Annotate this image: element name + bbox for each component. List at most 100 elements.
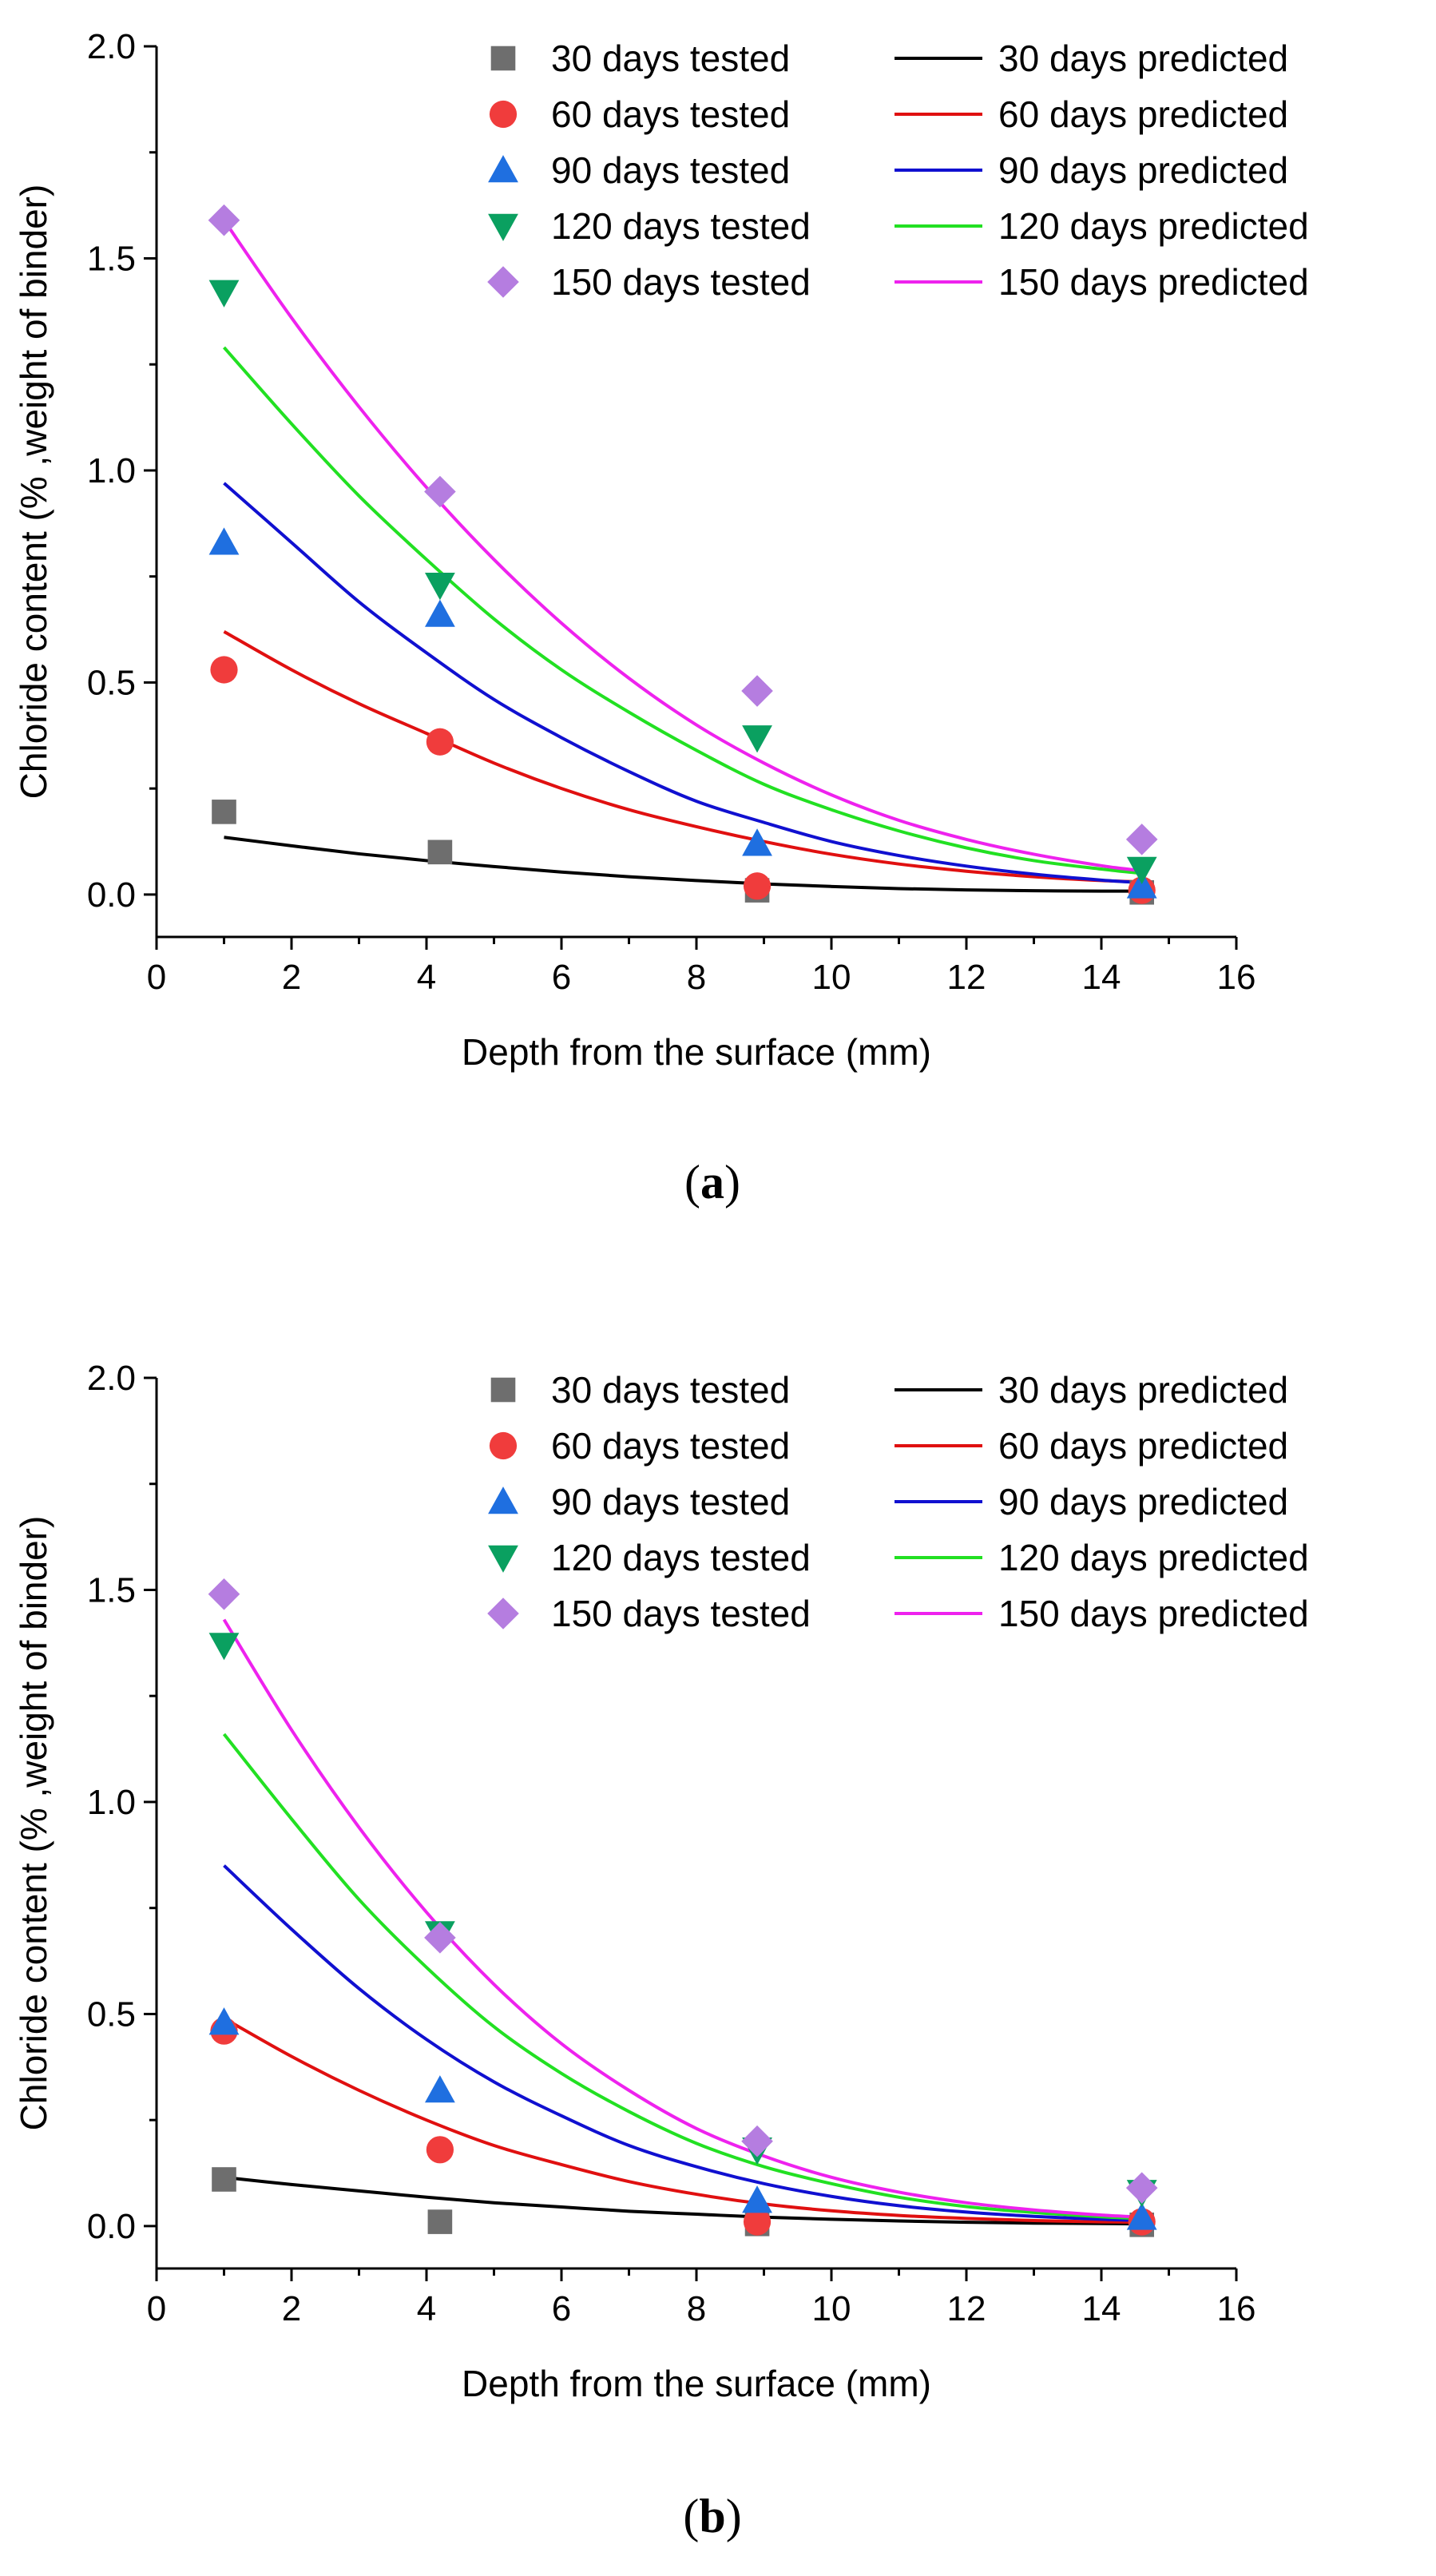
chart-b-panel-label: (b) (683, 2490, 741, 2542)
chart-b-tested-point-1-1 (426, 2136, 454, 2164)
chart-b-predicted-line-1 (223, 2016, 1142, 2225)
chart-a-legend-predicted-label-1: 60 days predicted (998, 93, 1288, 135)
chart-b-y-tick-label-0: 0.0 (87, 2207, 136, 2246)
chart-b-tested-point-1-2 (743, 2208, 772, 2236)
chart-b-x-tick-label-3: 6 (552, 2289, 571, 2328)
chart-b-y-tick-label-3: 1.5 (87, 1570, 136, 1610)
chart-a-y-axis-title: Chloride content (% ,weight of binder) (13, 185, 54, 800)
chart-a-tested-point-4-0 (208, 204, 240, 236)
chart-b-predicted-line-3 (222, 1733, 1142, 2221)
chart-b-legend-tested-label-1: 60 days tested (551, 1425, 790, 1467)
chart-b-tested-point-4-3 (1125, 2172, 1158, 2204)
chart-b-legend-predicted-label-1: 60 days predicted (998, 1425, 1288, 1467)
chart-b-tested-point-2-2 (742, 2185, 772, 2213)
chart-a-legend-tested-label-1: 60 days tested (551, 93, 790, 135)
chart-b-legend-predicted-label-0: 30 days predicted (998, 1369, 1288, 1411)
chart-a-legend-marker-0 (490, 46, 516, 71)
chart-b-tested-point-2-3 (1126, 2202, 1157, 2230)
chart-b-x-tick-label-4: 8 (687, 2289, 706, 2328)
chart-b-predicted-line-0 (224, 2175, 1142, 2226)
chart-a-x-tick-label-2: 4 (417, 958, 436, 997)
chart-a-y-tick-label-4: 2.0 (87, 27, 136, 66)
chart-a-y-tick-label-2: 1.0 (87, 451, 136, 490)
chart-b-legend-tested-label-0: 30 days tested (551, 1369, 790, 1411)
chart-b-legend-tested-label-4: 150 days tested (551, 1593, 811, 1634)
chart-b-y-tick-label-4: 2.0 (87, 1359, 136, 1398)
chart-a-tested-point-0-0 (212, 800, 236, 824)
chart-a-legend-marker-2 (488, 155, 518, 183)
chart-b-legend-predicted-label-4: 150 days predicted (998, 1593, 1309, 1634)
chart-a-y-tick-label-3: 1.5 (87, 239, 136, 278)
chart-a-x-tick-label-5: 10 (812, 958, 851, 997)
chart-b-x-axis-title: Depth from the surface (mm) (462, 2363, 931, 2404)
chart-b-x-tick-label-1: 2 (282, 2289, 301, 2328)
chart-b-tested-point-4-0 (208, 1578, 240, 1610)
chart-b-tested-point-4-2 (741, 2125, 773, 2157)
chart-b-legend-predicted-label-3: 120 days predicted (998, 1537, 1309, 1578)
chart-a-legend-predicted-label-3: 120 days predicted (998, 205, 1309, 247)
chart-b-x-tick-label-5: 10 (812, 2289, 851, 2328)
chart-b-legend-marker-0 (490, 1377, 516, 1403)
chart-a-tested-point-2-2 (742, 828, 772, 856)
chart-a-legend-marker-4 (487, 266, 519, 298)
chart-a-x-tick-label-0: 0 (147, 958, 166, 997)
chart-a-legend-predicted-label-4: 150 days predicted (998, 261, 1309, 303)
chart-b-y-axis-title: Chloride content (% ,weight of binder) (13, 1516, 54, 2131)
chart-b-x-tick-label-0: 0 (147, 2289, 166, 2328)
chart-a-legend-predicted-label-0: 30 days predicted (998, 38, 1288, 79)
chart-a-predicted-line-2 (223, 482, 1142, 885)
chart-a-x-tick-label-1: 2 (282, 958, 301, 997)
chart-a-legend-marker-3 (488, 213, 518, 241)
chart-root: 0 2 4 6 8 10 12 14 16 0.0 0.5 1.0 1.5 2.0 Depth from t… (13, 27, 1309, 2542)
chart-a-x-axis-title: Depth from the surface (mm) (462, 1031, 931, 1073)
chart-a-legend-tested-label-0: 30 days tested (551, 38, 790, 79)
chart-b-y-tick-label-2: 1.0 (87, 1783, 136, 1822)
chart-a-legend-tested-label-3: 120 days tested (551, 205, 811, 247)
chart-b-predicted-line-2 (223, 1864, 1142, 2222)
chart-b-legend-marker-3 (488, 1545, 518, 1573)
chart-a-predicted-line-3 (223, 346, 1142, 875)
chart-a-legend-marker-1 (489, 100, 518, 129)
chart-b-legend-predicted-label-2: 90 days predicted (998, 1481, 1288, 1522)
chart-a-panel-label: (a) (684, 1156, 740, 1209)
chart-b-tested-point-2-1 (425, 2075, 455, 2103)
chart-a-tested-point-3-3 (1126, 856, 1157, 884)
chart-a-tested-point-2-1 (425, 599, 455, 627)
chart-b-tested-point-0-0 (212, 2167, 236, 2192)
chart-b-y-tick-label-1: 0.5 (87, 1995, 136, 2034)
chart-a-tested-point-2-3 (1126, 871, 1157, 899)
chart-a-x-tick-label-7: 14 (1082, 958, 1121, 997)
chart-a-tested-point-4-1 (424, 475, 456, 508)
chart-a-tested-point-3-1 (425, 573, 455, 601)
chart-b-legend-marker-4 (487, 1598, 519, 1629)
chart-b-legend-marker-2 (488, 1486, 518, 1514)
chart-a-tested-point-2-0 (208, 527, 240, 555)
chart-a-tested-point-1-2 (743, 872, 772, 900)
chart-b-predicted-line-4 (222, 1618, 1142, 2219)
chart-a-predicted-line-1 (223, 629, 1142, 883)
chart-a-predicted-line-4 (222, 219, 1142, 873)
chart-a-x-tick-label-8: 16 (1217, 958, 1256, 997)
chart-b-legend-tested-label-3: 120 days tested (551, 1537, 811, 1578)
chart-a-tested-point-1-1 (426, 728, 454, 756)
chart-a-tested-point-3-0 (208, 280, 240, 308)
chart-a-legend-tested-label-2: 90 days tested (551, 149, 790, 191)
chart-a-legend-tested-label-4: 150 days tested (551, 261, 811, 303)
chart-b-tested-point-3-0 (208, 1633, 240, 1661)
chart-a-tested-point-4-3 (1125, 824, 1158, 855)
chart-b-legend-marker-1 (489, 1431, 518, 1460)
chart-a-tested-point-0-1 (427, 839, 453, 865)
chart-b-legend-tested-label-2: 90 days tested (551, 1481, 790, 1522)
chart-b: 0 2 4 6 8 10 12 14 16 0.0 0.5 1.0 1.5 2.0 Depth from t… (13, 1359, 1309, 2542)
chart-a-x-tick-label-4: 8 (687, 958, 706, 997)
chart-a-x-tick-label-6: 12 (947, 958, 986, 997)
chart-b-tested-point-2-0 (208, 2007, 240, 2035)
chart-a-x-tick-label-3: 6 (552, 958, 571, 997)
chart-b-x-tick-label-7: 14 (1082, 2289, 1121, 2328)
chart-a-tested-point-4-2 (741, 675, 773, 707)
chart-b-x-tick-label-6: 12 (947, 2289, 986, 2328)
chart-b-tested-point-0-1 (427, 2209, 453, 2234)
chart-a-predicted-line-0 (224, 836, 1142, 893)
